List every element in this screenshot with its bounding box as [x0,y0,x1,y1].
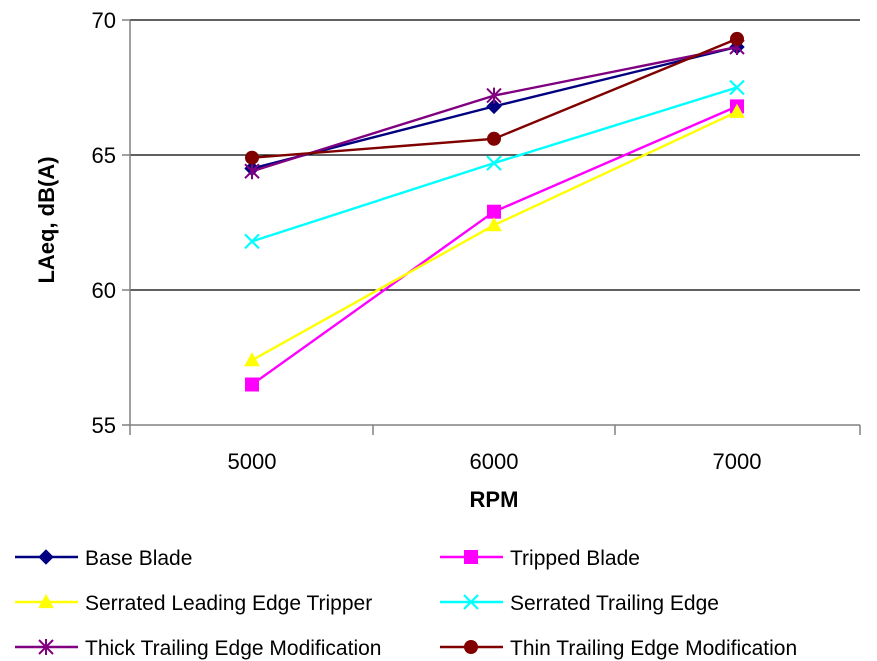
data-point-serrated-trailing-edge-6000 [486,155,502,171]
legend-item-thick-trailing-edge-modification: Thick Trailing Edge Modification [15,637,381,660]
legend-marker-thick-trailing-edge-modification [38,639,54,655]
y-tick-label-70: 70 [92,8,116,33]
data-point-serrated-leading-edge-tripper-7000 [729,103,745,118]
x-tick-label-5000: 5000 [228,449,277,474]
legend-item-base-blade: Base Blade [15,547,192,570]
data-point-tripped-blade-6000 [487,204,501,219]
x-tick-label-7000: 7000 [713,449,762,474]
data-point-serrated-leading-edge-tripper-6000 [486,217,502,232]
x-axis-title: RPM [470,487,519,512]
legend-label: Thin Trailing Edge Modification [510,637,797,660]
data-point-thick-trailing-edge-modification-5000 [244,163,260,180]
legend-label: Tripped Blade [510,547,640,570]
legend-marker-serrated-leading-edge-tripper [38,593,54,609]
legend-marker-tripped-blade [464,550,478,564]
x-tick-labels: 5000 6000 7000 [228,449,762,474]
y-axis-title: LAeq, dB(A) [34,156,59,283]
legend-label: Serrated Trailing Edge [510,592,719,615]
series-serrated-leading-edge-tripper [244,103,745,367]
series-serrated-trailing-edge [244,79,745,250]
data-point-base-blade-6000 [486,98,502,115]
axes [122,19,861,435]
data-point-serrated-trailing-edge-7000 [729,79,745,96]
series-thick-trailing-edge-modification [244,39,745,180]
data-point-thin-trailing-edge-modification-5000 [245,150,259,165]
legend-marker-serrated-trailing-edge [463,594,479,610]
legend-marker-base-blade [38,549,54,565]
data-point-serrated-leading-edge-tripper-5000 [244,352,260,367]
x-tick-label-6000: 6000 [470,449,519,474]
legend-item-serrated-leading-edge-tripper: Serrated Leading Edge Tripper [15,592,372,615]
legend-item-thin-trailing-edge-modification: Thin Trailing Edge Modification [440,637,797,660]
data-point-thin-trailing-edge-modification-6000 [487,131,501,146]
legend-label: Serrated Leading Edge Tripper [85,592,372,615]
legend-item-serrated-trailing-edge: Serrated Trailing Edge [440,592,719,615]
series [244,31,745,392]
data-point-thick-trailing-edge-modification-6000 [486,87,502,104]
legend-label: Thick Trailing Edge Modification [85,637,381,660]
legend-item-tripped-blade: Tripped Blade [440,547,640,570]
data-point-serrated-trailing-edge-5000 [244,233,260,250]
legend-marker-thin-trailing-edge-modification [464,640,478,654]
series-thin-trailing-edge-modification [245,31,744,165]
gridlines [130,19,860,291]
y-tick-label-55: 55 [92,413,116,438]
y-tick-label-65: 65 [92,143,116,168]
y-tick-labels: 55 60 65 70 [92,8,116,438]
data-point-thin-trailing-edge-modification-7000 [730,31,744,46]
data-point-tripped-blade-5000 [245,377,259,392]
legend-label: Base Blade [85,547,192,570]
y-tick-label-60: 60 [92,278,116,303]
legend: Base Blade Tripped Blade Serrated Leading … [15,547,797,660]
